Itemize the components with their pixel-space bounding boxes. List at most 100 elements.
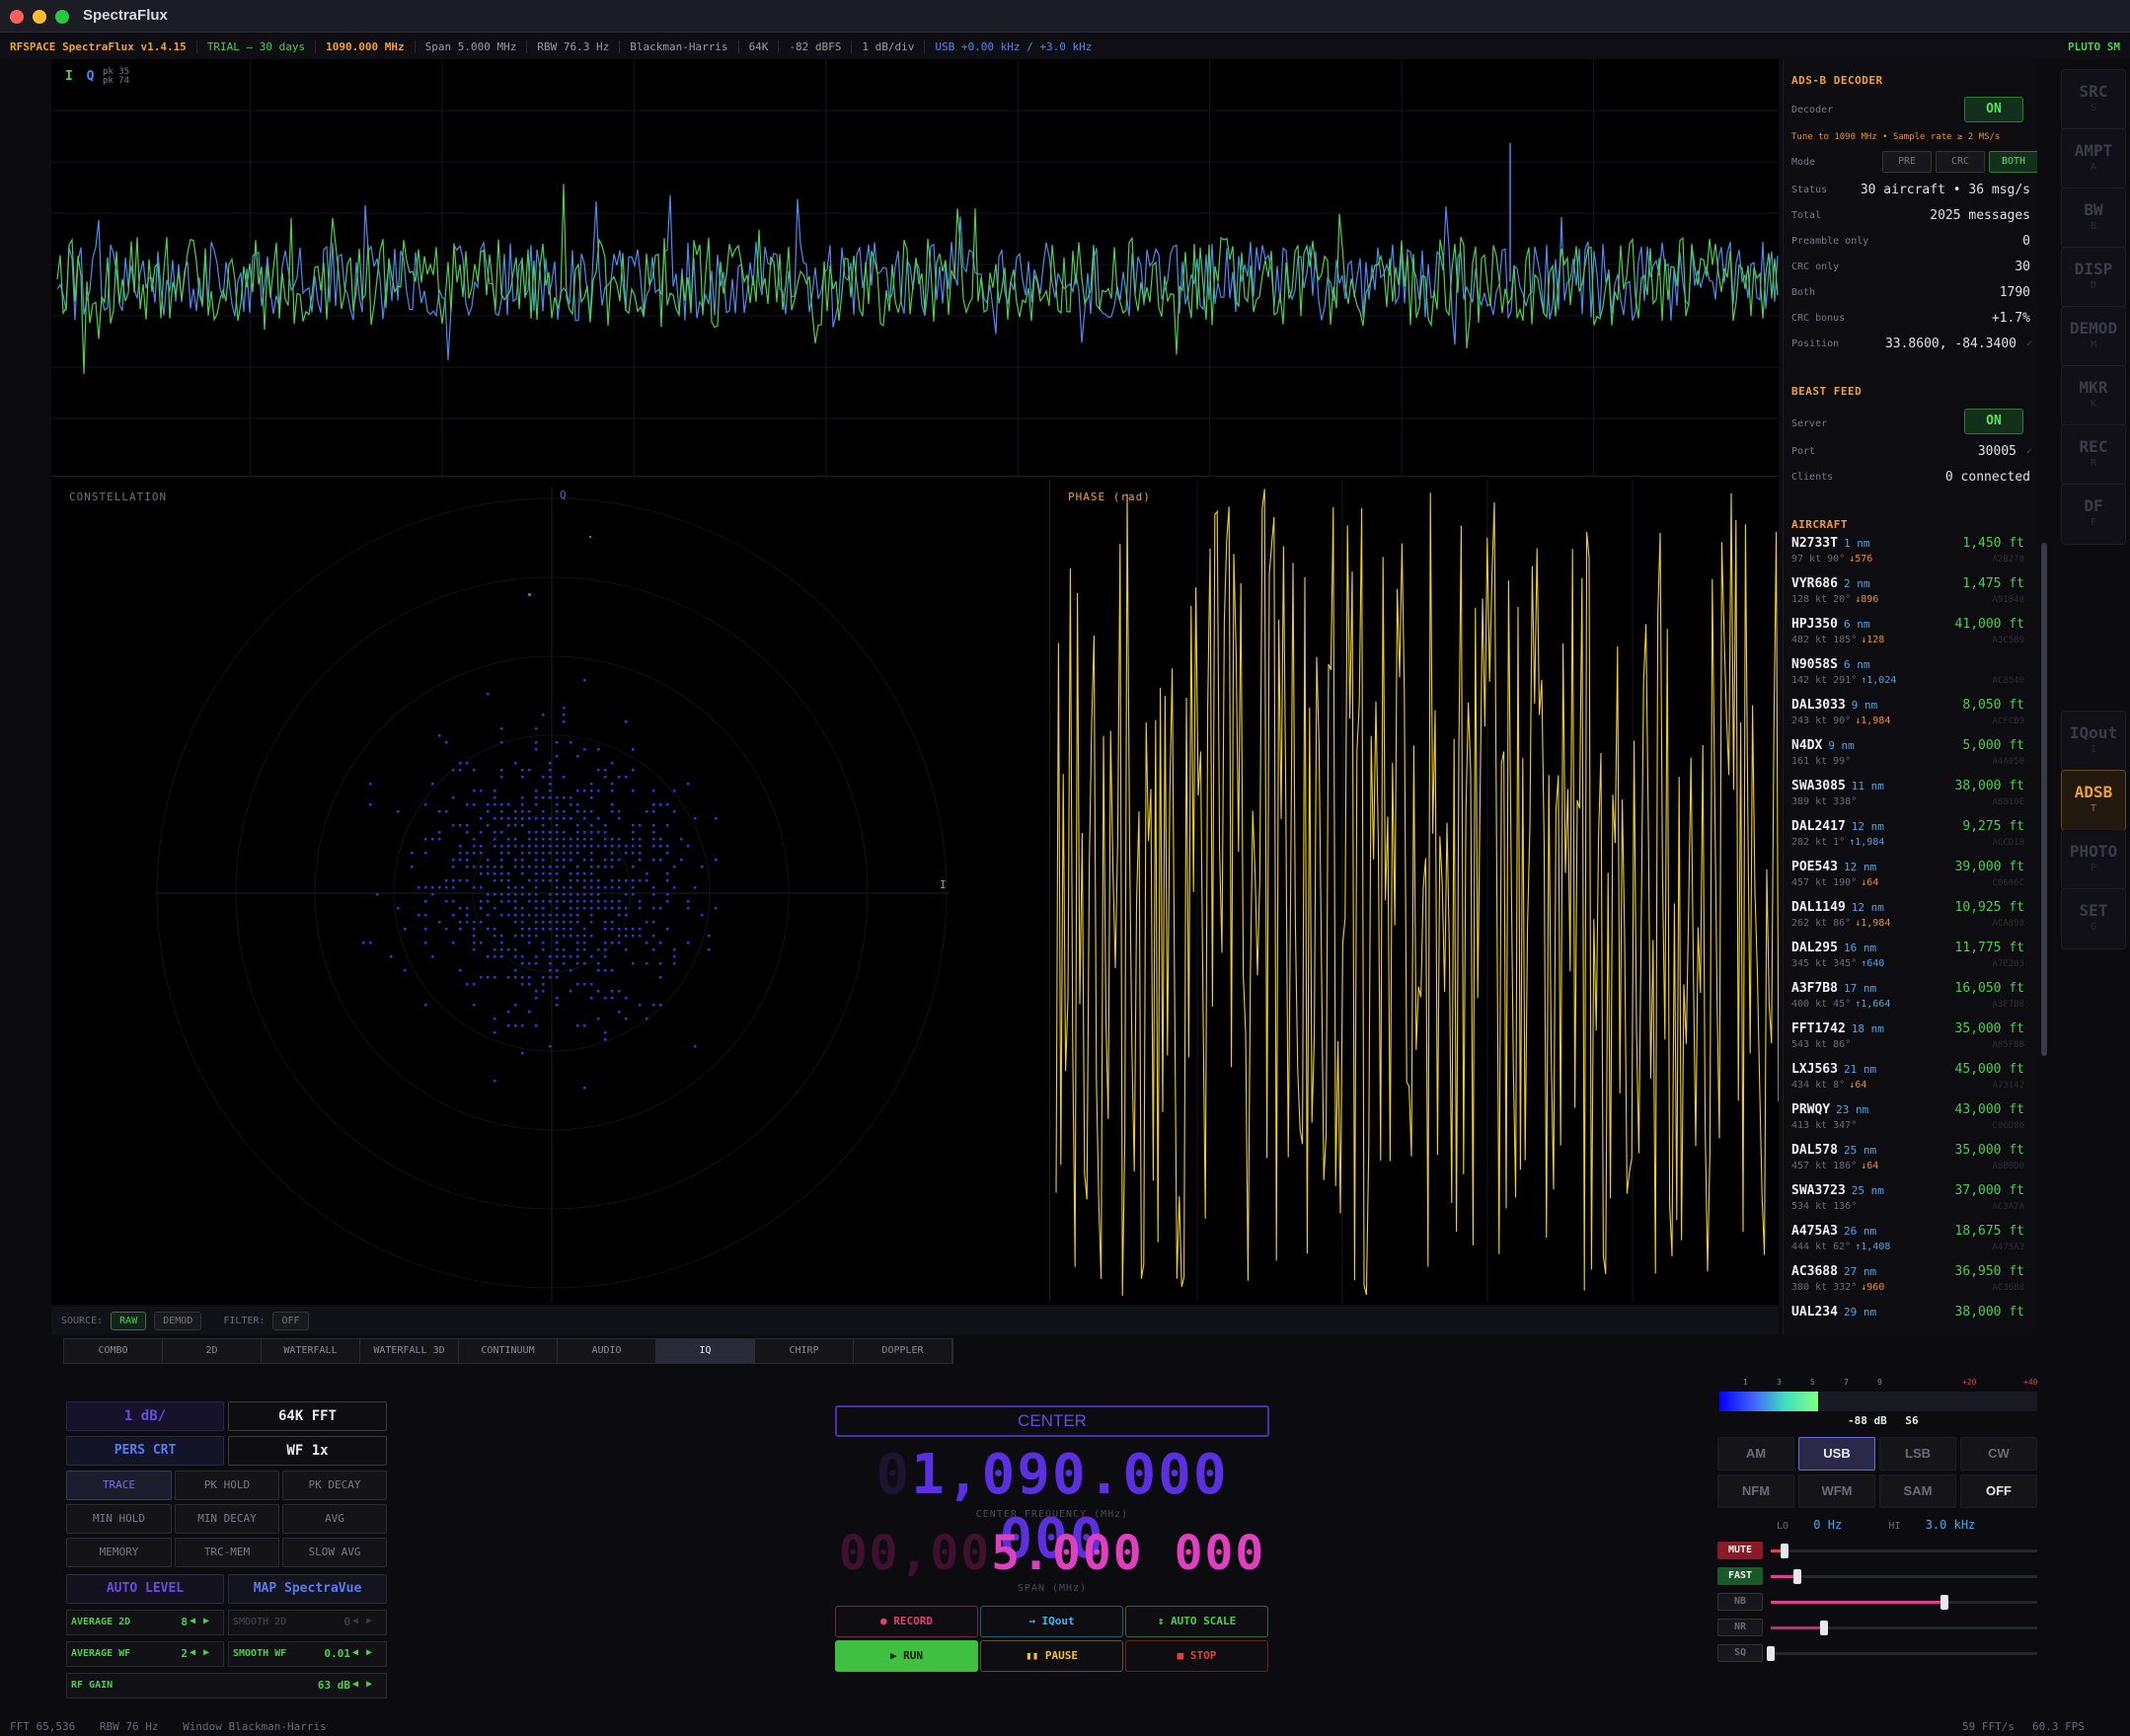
arrow-left-right-icon[interactable]: ◀▶ xyxy=(351,1647,380,1658)
sidebar-button-set[interactable]: SET G xyxy=(2061,888,2126,949)
smooth-2d-control[interactable]: SMOOTH 2D 0 ◀▶ xyxy=(228,1610,387,1635)
status-ref[interactable]: -82 dBFS xyxy=(779,39,853,53)
slider-knob[interactable] xyxy=(1780,1544,1788,1558)
status-mode[interactable]: USB +0.00 kHz / +3.0 kHz xyxy=(935,39,1093,53)
status-frequency[interactable]: 1090.000 MHz xyxy=(316,39,416,53)
aircraft-row[interactable]: N9058S 6 nm 142 kt 291° ↑1,024 AC8540 xyxy=(1791,657,2026,698)
slider-knob[interactable] xyxy=(1793,1569,1801,1584)
slider-fast[interactable]: FAST xyxy=(1717,1566,2037,1586)
pk-decay-button[interactable]: PK DECAY xyxy=(282,1471,387,1500)
slider-mute[interactable]: MUTE xyxy=(1717,1541,2037,1560)
edit-icon[interactable]: ✓ xyxy=(2025,339,2032,349)
aircraft-row[interactable]: DAL3033 9 nm 8,050 ft 243 kt 90° ↓1,984 ACFCB… xyxy=(1791,698,2026,738)
sidebar-button-adsb[interactable]: ADSB T xyxy=(2061,770,2126,831)
slider-knob[interactable] xyxy=(1767,1646,1775,1661)
aircraft-row[interactable]: SWA3723 25 nm 37,000 ft 534 kt 136° AC3A7A xyxy=(1791,1183,2026,1224)
aircraft-row[interactable]: N2733T 1 nm 1,450 ft 97 kt 90° ↓576 A2B278 xyxy=(1791,536,2026,576)
average-2d-control[interactable]: AVERAGE 2D 8 ◀▶ xyxy=(66,1610,224,1635)
aircraft-scrollbar[interactable] xyxy=(2041,543,2047,1056)
sidebar-button-src[interactable]: SRC S xyxy=(2061,69,2126,130)
center-button[interactable]: CENTER xyxy=(835,1405,1269,1437)
auto-level-button[interactable]: AUTO LEVEL xyxy=(66,1574,224,1604)
zoom-window-button[interactable] xyxy=(55,10,69,24)
arrow-left-right-icon[interactable]: ◀▶ xyxy=(189,1647,217,1658)
slider-track[interactable] xyxy=(1767,1646,2037,1661)
tab-chirp[interactable]: CHIRP xyxy=(755,1339,854,1363)
slider-track[interactable] xyxy=(1771,1595,2037,1610)
lo-value[interactable]: 0 Hz xyxy=(1813,1518,1843,1532)
server-toggle[interactable]: ON xyxy=(1964,409,2023,434)
fft-size-button[interactable]: 64K FFT xyxy=(228,1401,387,1431)
phase-panel[interactable]: PHASE (rad) xyxy=(1052,479,1780,1302)
trace-button[interactable]: TRACE xyxy=(66,1471,172,1500)
slow-avg-button[interactable]: SLOW AVG xyxy=(282,1538,387,1567)
center-frequency-display[interactable]: 01,090.000 000 xyxy=(835,1443,1269,1571)
aircraft-row[interactable]: SWA3085 11 nm 38,000 ft 389 kt 338° AB810E xyxy=(1791,779,2026,819)
tab-2d[interactable]: 2D xyxy=(163,1339,262,1363)
rf-gain-control[interactable]: RF GAIN 63 dB ◀▶ xyxy=(66,1673,387,1698)
memory-button[interactable]: MEMORY xyxy=(66,1538,172,1567)
slider-tag[interactable]: NR xyxy=(1717,1619,1763,1636)
min-decay-button[interactable]: MIN DECAY xyxy=(175,1504,279,1534)
demod-am-button[interactable]: AM xyxy=(1717,1437,1794,1471)
aircraft-row[interactable]: DAL295 16 nm 11,775 ft 345 kt 345° ↑640 A7E20… xyxy=(1791,941,2026,981)
aircraft-row[interactable]: AC3688 27 nm 36,950 ft 380 kt 332° ↓960 AC368… xyxy=(1791,1264,2026,1305)
minimize-window-button[interactable] xyxy=(33,10,46,24)
sidebar-button-demod[interactable]: DEMOD M xyxy=(2061,306,2126,367)
run-button[interactable]: ▶ RUN xyxy=(835,1640,978,1672)
aircraft-row[interactable]: PRWQY 23 nm 43,000 ft 413 kt 347° C06D80 xyxy=(1791,1102,2026,1143)
tab-combo[interactable]: COMBO xyxy=(64,1339,163,1363)
arrow-left-right-icon[interactable]: ◀▶ xyxy=(351,1679,380,1690)
db-div-button[interactable]: 1 dB/ xyxy=(66,1401,224,1431)
aircraft-row[interactable]: UAL234 29 nm 38,000 ft xyxy=(1791,1305,2026,1325)
source-raw-button[interactable]: RAW xyxy=(111,1311,147,1330)
demod-usb-button[interactable]: USB xyxy=(1798,1437,1875,1471)
demod-lsb-button[interactable]: LSB xyxy=(1879,1437,1956,1471)
avg-button[interactable]: AVG xyxy=(282,1504,387,1534)
slider-tag[interactable]: FAST xyxy=(1717,1567,1763,1585)
filter-button[interactable]: OFF xyxy=(272,1311,309,1330)
map-button[interactable]: MAP SpectraVue xyxy=(228,1574,387,1604)
demod-wfm-button[interactable]: WFM xyxy=(1798,1474,1875,1508)
demod-nfm-button[interactable]: NFM xyxy=(1717,1474,1794,1508)
hi-value[interactable]: 3.0 kHz xyxy=(1925,1518,1976,1532)
status-rbw[interactable]: RBW 76.3 Hz xyxy=(527,39,621,53)
slider-knob[interactable] xyxy=(1820,1621,1828,1635)
aircraft-row[interactable]: DAL1149 12 nm 10,925 ft 262 kt 86° ↓1,984 ACA… xyxy=(1791,900,2026,941)
aircraft-row[interactable]: N4DX 9 nm 5,000 ft 161 kt 99° A4A050 xyxy=(1791,738,2026,779)
close-window-button[interactable] xyxy=(10,10,24,24)
tab-waterfall-3d[interactable]: WATERFALL 3D xyxy=(360,1339,459,1363)
source-demod-button[interactable]: DEMOD xyxy=(154,1311,202,1330)
sidebar-button-rec[interactable]: REC R xyxy=(2061,424,2126,486)
sidebar-button-iqout[interactable]: IQout I xyxy=(2061,711,2126,772)
aircraft-row[interactable]: HPJ350 6 nm 41,000 ft 482 kt 185° ↓128 A3C589 xyxy=(1791,617,2026,657)
aircraft-row[interactable]: FFT1742 18 nm 35,000 ft 543 kt 86° A85FBB xyxy=(1791,1021,2026,1062)
status-fft[interactable]: 64K xyxy=(739,39,780,53)
mode-both-button[interactable]: BOTH xyxy=(1989,151,2037,173)
aircraft-row[interactable]: LXJ563 21 nm 45,000 ft 434 kt 8° ↓64 A73142 xyxy=(1791,1062,2026,1102)
tab-doppler[interactable]: DOPPLER xyxy=(854,1339,952,1363)
sidebar-button-photo[interactable]: PHOTO P xyxy=(2061,829,2126,890)
aircraft-row[interactable]: DAL2417 12 nm 9,275 ft 282 kt 1° ↑1,984 ACCD1… xyxy=(1791,819,2026,860)
port-value[interactable]: 30005 xyxy=(1977,444,2016,459)
slider-tag[interactable]: SQ xyxy=(1717,1644,1763,1662)
sidebar-button-bw[interactable]: BW B xyxy=(2061,188,2126,249)
sidebar-button-df[interactable]: DF F xyxy=(2061,484,2126,545)
aircraft-row[interactable]: POE543 12 nm 39,000 ft 457 kt 190° ↓64 C0606C xyxy=(1791,860,2026,900)
sidebar-button-ampt[interactable]: AMPT A xyxy=(2061,128,2126,189)
demod-sam-button[interactable]: SAM xyxy=(1879,1474,1956,1508)
mode-pre-button[interactable]: PRE xyxy=(1882,151,1932,173)
arrow-left-right-icon[interactable]: ◀▶ xyxy=(189,1616,217,1626)
tab-continuum[interactable]: CONTINUUM xyxy=(459,1339,558,1363)
iqout-button[interactable]: → IQout xyxy=(980,1606,1123,1637)
slider-track[interactable] xyxy=(1771,1621,2037,1635)
demod-off-button[interactable]: OFF xyxy=(1960,1474,2037,1508)
tab-audio[interactable]: AUDIO xyxy=(558,1339,656,1363)
slider-tag[interactable]: NB xyxy=(1717,1593,1763,1611)
sidebar-button-disp[interactable]: DISP D xyxy=(2061,247,2126,308)
pause-button[interactable]: ▮▮ PAUSE xyxy=(980,1640,1123,1672)
status-window[interactable]: Blackman-Harris xyxy=(620,39,739,53)
slider-nb[interactable]: NB xyxy=(1717,1592,2037,1612)
status-div[interactable]: 1 dB/div xyxy=(852,39,926,53)
